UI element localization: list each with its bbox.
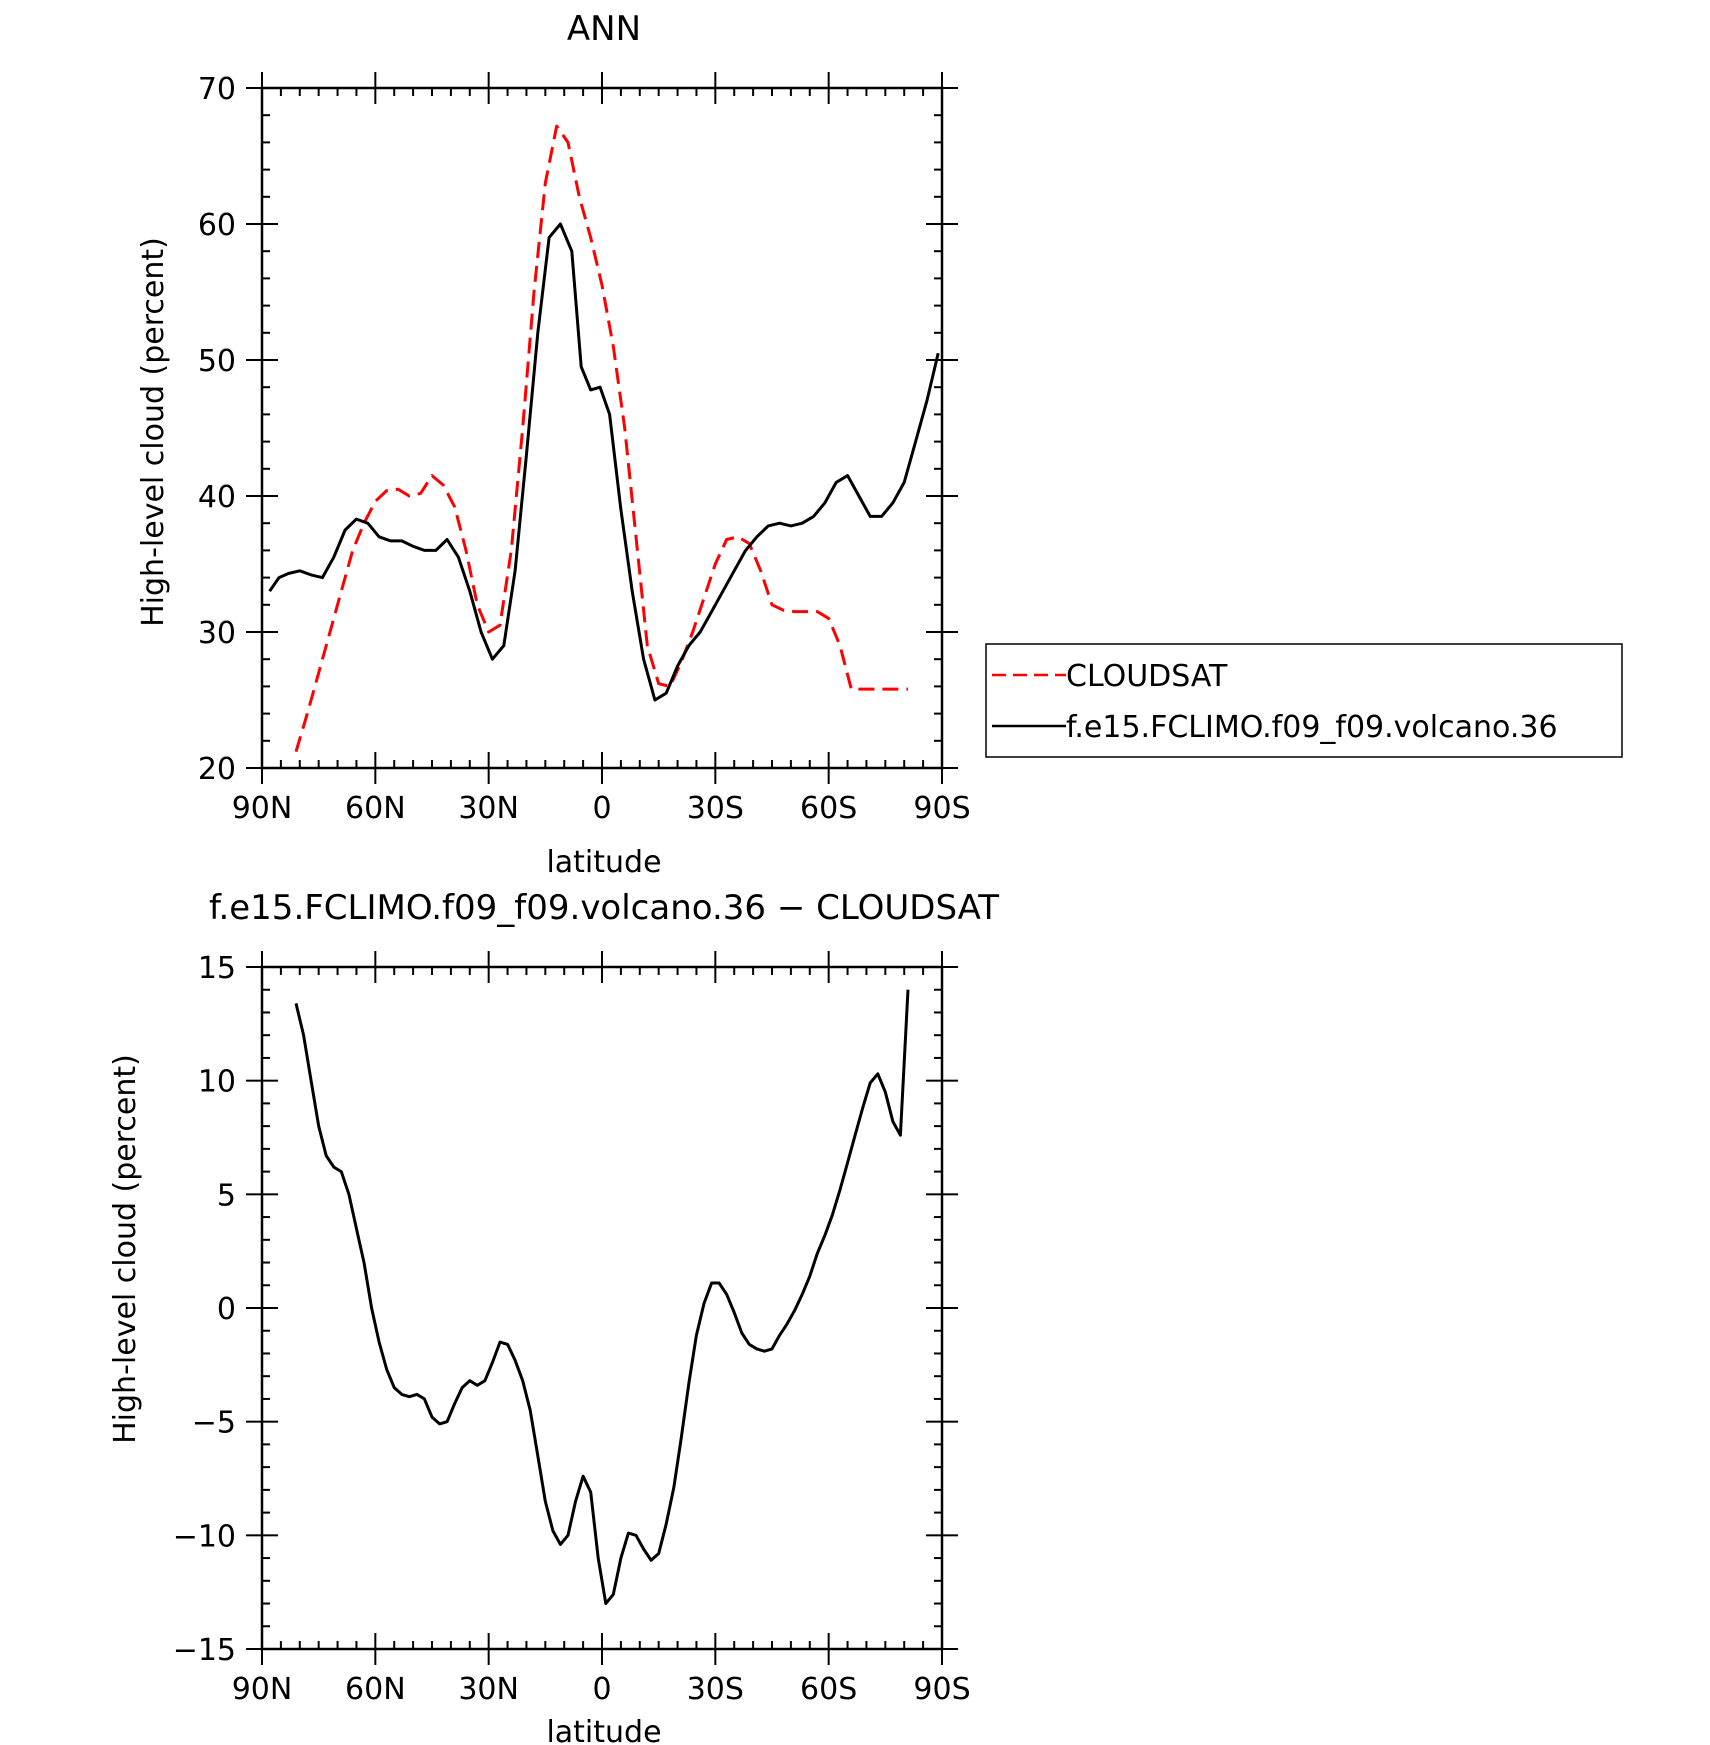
top-chart-plot-area: 90N 60N 30N 0 30S 60S 90S 20 30 40 50 60 70 (198, 72, 971, 826)
bottom-plot-frame (260, 965, 944, 1651)
top-x-tick-label: 90S (913, 791, 970, 826)
top-y-tick-label: 40 (198, 480, 236, 515)
top-x-tick-label: 30S (687, 791, 744, 826)
top-chart-panel: ANN 90N 60N 30N 0 30S 60S 90S 20 30 40 50 60 70 High… (136, 9, 1623, 880)
legend-box (985, 643, 1623, 758)
bottom-x-tick-label: 30N (458, 1672, 519, 1707)
bottom-chart-title: f.e15.FCLIMO.f09_f09.volcano.36 − CLOUDS… (209, 888, 999, 928)
top-series-line-0 (294, 124, 908, 753)
top-y-tick-label: 50 (198, 344, 236, 379)
top-chart-title: ANN (567, 9, 641, 49)
bottom-chart-xlabel: latitude (546, 1715, 661, 1745)
bottom-chart-plot-area: 90N 60N 30N 0 30S 60S 90S −15 −10 −5 0 5 10 15 (173, 951, 971, 1707)
legend-label-cloudsat: CLOUDSAT (1066, 659, 1228, 694)
top-y-tick-label: 60 (198, 208, 236, 243)
top-y-tick-label: 30 (198, 616, 236, 651)
bottom-x-tick-label: 60S (800, 1672, 857, 1707)
bottom-x-tick-label: 60N (345, 1672, 406, 1707)
bottom-chart-ylabel: High-level cloud (percent) (108, 1054, 143, 1444)
top-chart-xlabel: latitude (546, 845, 661, 880)
bottom-y-tick-label: −15 (173, 1633, 236, 1668)
bottom-x-tick-label: 90N (232, 1672, 293, 1707)
top-x-tick-label: 60N (345, 791, 406, 826)
top-y-tick-label: 20 (198, 752, 236, 787)
bottom-y-tick-label: −10 (173, 1519, 236, 1554)
top-plot-frame (260, 86, 944, 770)
bottom-series-line-0 (294, 989, 910, 1605)
bottom-x-tick-label: 90S (913, 1672, 970, 1707)
bottom-x-tick-label: 30S (687, 1672, 744, 1707)
top-y-tick-label: 70 (198, 72, 236, 107)
bottom-y-tick-label: 10 (198, 1065, 236, 1100)
top-x-tick-label: 60S (800, 791, 857, 826)
bottom-y-tick-label: 5 (217, 1178, 236, 1213)
top-x-tick-label: 30N (458, 791, 519, 826)
legend-label-model: f.e15.FCLIMO.f09_f09.volcano.36 (1066, 710, 1558, 745)
bottom-y-tick-label: 0 (217, 1292, 236, 1327)
bottom-y-tick-label: −5 (192, 1406, 236, 1441)
top-x-tick-label: 0 (592, 791, 611, 826)
legend: CLOUDSAT f.e15.FCLIMO.f09_f09.volcano.36 (985, 643, 1623, 758)
bottom-x-tick-label: 0 (592, 1672, 611, 1707)
bottom-y-tick-label: 15 (198, 951, 236, 986)
bottom-chart-panel: f.e15.FCLIMO.f09_f09.volcano.36 − CLOUDS… (108, 888, 999, 1745)
top-series-line-1 (268, 222, 940, 702)
top-x-tick-label: 90N (232, 791, 293, 826)
top-chart-ylabel: High-level cloud (percent) (136, 237, 171, 627)
